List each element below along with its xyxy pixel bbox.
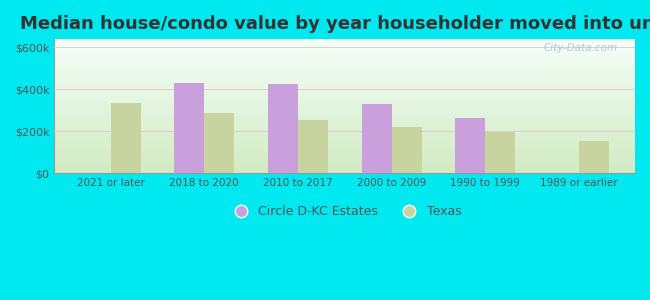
Bar [111,103,140,173]
Bar [578,141,609,173]
Bar [485,132,515,173]
Legend: Circle D-KC Estates, Texas: Circle D-KC Estates, Texas [223,200,467,224]
Bar [268,84,298,173]
Text: City-Data.com: City-Data.com [543,43,618,53]
Bar [298,120,328,173]
Bar [455,118,485,173]
Bar [174,83,204,173]
Title: Median house/condo value by year householder moved into unit: Median house/condo value by year househo… [20,15,650,33]
Bar [204,113,234,173]
Bar [361,104,391,173]
Bar [391,127,421,173]
